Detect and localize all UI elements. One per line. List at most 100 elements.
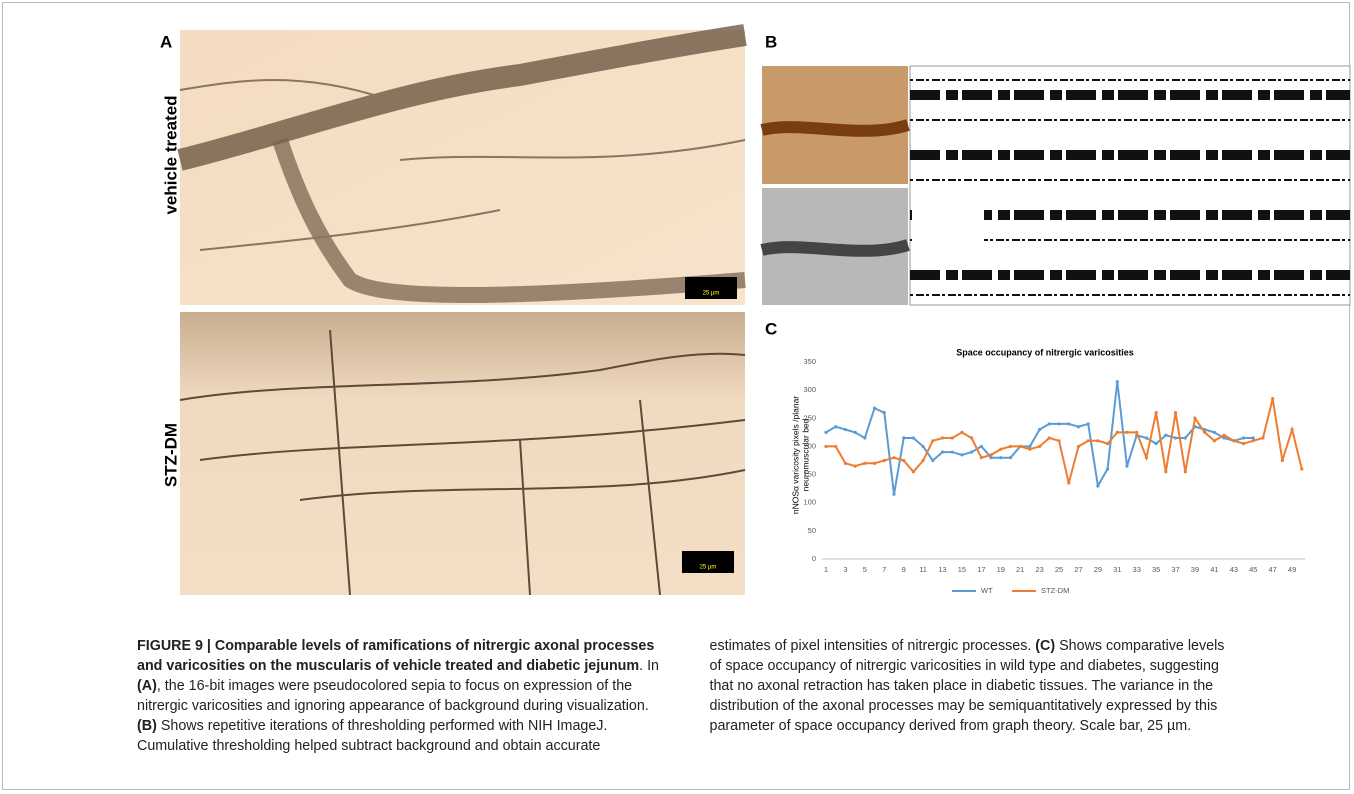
y-tick-label: 150 — [803, 470, 816, 479]
data-point — [902, 459, 905, 462]
data-point — [834, 425, 837, 428]
data-point — [970, 450, 973, 453]
caption: FIGURE 9 | Comparable levels of ramifica… — [137, 636, 1237, 756]
y-tick-label: 300 — [803, 385, 816, 394]
x-tick-label: 1 — [824, 565, 828, 574]
data-point — [1174, 411, 1177, 414]
data-point — [863, 436, 866, 439]
data-point — [1155, 411, 1158, 414]
data-point — [892, 456, 895, 459]
data-point — [1213, 439, 1216, 442]
data-point — [1048, 422, 1051, 425]
data-point — [922, 459, 925, 462]
data-point — [854, 431, 857, 434]
data-point — [1184, 436, 1187, 439]
data-point — [1096, 439, 1099, 442]
x-tick-label: 39 — [1191, 565, 1199, 574]
x-tick-label: 31 — [1113, 565, 1121, 574]
legend-label: STZ-DM — [1041, 586, 1069, 595]
data-point — [892, 493, 895, 496]
data-point — [883, 459, 886, 462]
panel-label: C — [765, 319, 777, 338]
data-point — [941, 450, 944, 453]
data-point — [960, 453, 963, 456]
x-tick-label: 19 — [997, 565, 1005, 574]
data-point — [1067, 422, 1070, 425]
data-point — [1048, 436, 1051, 439]
x-tick-label: 21 — [1016, 565, 1024, 574]
data-point — [1038, 445, 1041, 448]
data-point — [989, 453, 992, 456]
x-tick-label: 25 — [1055, 565, 1063, 574]
data-point — [1019, 445, 1022, 448]
data-point — [1252, 439, 1255, 442]
data-point — [1164, 470, 1167, 473]
data-point — [1057, 439, 1060, 442]
data-point — [1116, 431, 1119, 434]
x-tick-label: 11 — [919, 565, 927, 574]
data-point — [922, 445, 925, 448]
x-tick-label: 27 — [1074, 565, 1082, 574]
x-tick-label: 37 — [1171, 565, 1179, 574]
data-point — [1242, 442, 1245, 445]
data-point — [1087, 422, 1090, 425]
data-point — [1203, 431, 1206, 434]
data-point — [834, 445, 837, 448]
chart-title: Space occupancy of nitrergic varicositie… — [956, 347, 1134, 357]
scale-bar-label: 25 µm — [703, 291, 720, 297]
data-point — [1261, 436, 1264, 439]
data-point — [1125, 465, 1128, 468]
x-tick-label: 5 — [863, 565, 867, 574]
data-point — [1009, 445, 1012, 448]
y-tick-label: 100 — [803, 498, 816, 507]
x-tick-label: 23 — [1035, 565, 1043, 574]
y-axis-label: nNOSα varicosity pixels /planar — [790, 396, 800, 514]
series-line — [826, 382, 1253, 495]
data-point — [1077, 445, 1080, 448]
caption-text: (B) — [137, 718, 157, 734]
y-tick-label: 50 — [808, 526, 816, 535]
data-point — [1116, 380, 1119, 383]
data-point — [883, 411, 886, 414]
data-point — [844, 462, 847, 465]
data-point — [960, 431, 963, 434]
data-point — [941, 436, 944, 439]
data-point — [1155, 442, 1158, 445]
data-point — [1106, 442, 1109, 445]
data-point — [1135, 431, 1138, 434]
x-tick-label: 7 — [882, 565, 886, 574]
data-point — [1271, 397, 1274, 400]
data-point — [912, 436, 915, 439]
y-axis-label: neuromuscular bed — [800, 418, 810, 491]
x-tick-label: 35 — [1152, 565, 1160, 574]
data-point — [1106, 467, 1109, 470]
x-tick-label: 17 — [977, 565, 985, 574]
data-point — [854, 465, 857, 468]
data-point — [1300, 467, 1303, 470]
data-point — [1232, 439, 1235, 442]
data-point — [902, 436, 905, 439]
x-tick-label: 15 — [958, 565, 966, 574]
data-point — [1067, 481, 1070, 484]
x-tick-label: 49 — [1288, 565, 1296, 574]
caption-text: , the 16-bit images were pseudocolored s… — [137, 678, 649, 714]
data-point — [873, 407, 876, 410]
data-point — [844, 428, 847, 431]
panel-label: B — [765, 32, 777, 51]
figure: A vehicle treated STZ-DM 25 µm 25 µm B C… — [0, 0, 1354, 630]
data-point — [1193, 417, 1196, 420]
image-vehicle — [180, 30, 745, 305]
caption-text: Shows repetitive iterations of threshold… — [137, 638, 1035, 754]
data-point — [1184, 470, 1187, 473]
threshold-images — [762, 66, 1350, 305]
data-point — [1252, 436, 1255, 439]
x-tick-label: 47 — [1268, 565, 1276, 574]
data-point — [1145, 456, 1148, 459]
x-tick-label: 13 — [938, 565, 946, 574]
x-tick-label: 3 — [843, 565, 847, 574]
data-point — [1281, 459, 1284, 462]
caption-text: FIGURE 9 | Comparable levels of ramifica… — [137, 638, 654, 674]
x-tick-label: 45 — [1249, 565, 1257, 574]
row-label: vehicle treated — [161, 95, 180, 214]
legend-label: WT — [981, 586, 993, 595]
